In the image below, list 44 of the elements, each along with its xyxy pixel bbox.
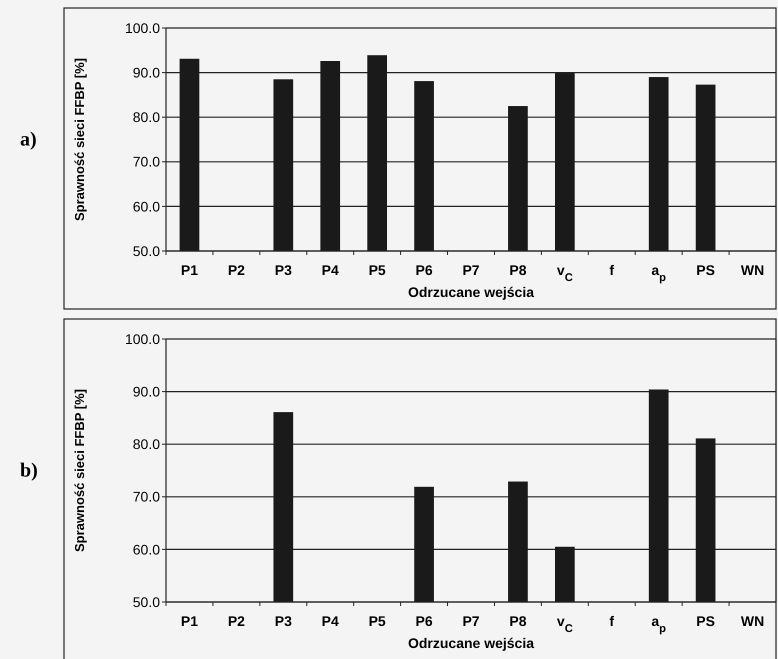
text: b) (20, 460, 38, 482)
x-tick-label: P4 (322, 262, 340, 278)
x-tick-label: WN (740, 262, 764, 278)
x-tick-label: P5 (368, 262, 386, 278)
x-tick-label: P8 (509, 262, 527, 278)
x-tick-label: WN (740, 613, 764, 629)
y-tick-label: 100.0 (124, 330, 160, 347)
y-axis-title: Sprawność sieci FFBP [%] (72, 388, 87, 552)
x-tick-label: PS (696, 613, 715, 629)
x-tick-label: f (609, 262, 614, 278)
x-tick-label: P8 (509, 613, 527, 629)
x-tick-label: P2 (228, 613, 246, 629)
text: a) (20, 128, 37, 150)
x-tick-label: v$_{C}$ (556, 613, 573, 635)
y-tick-label: 50.0 (132, 242, 160, 259)
x-axis-title: Odrzucane wejścia (408, 284, 534, 300)
y-tick-label: 60.0 (132, 541, 160, 558)
x-tick-label: P7 (462, 613, 480, 629)
y-tick-label: 100.0 (124, 20, 160, 36)
y-axis-title: Sprawność sieci FFBP [%] (72, 58, 87, 222)
y-tick-label: 90.0 (132, 64, 160, 80)
y-tick-label: 80.0 (132, 109, 160, 126)
x-tick-label: P4 (322, 613, 340, 629)
x-tick-label: a$_{p}$ (651, 262, 666, 284)
y-tick-label: 90.0 (132, 384, 160, 400)
x-tick-label: P5 (368, 613, 386, 629)
x-tick-label: P3 (274, 262, 292, 278)
y-tick-label: 50.0 (132, 594, 160, 610)
x-tick-label: v$_{C}$ (556, 262, 573, 284)
x-tick-label: P7 (462, 262, 480, 278)
y-tick-label: 70.0 (132, 154, 160, 170)
x-tick-label: P6 (416, 613, 433, 629)
x-tick-label: P6 (416, 262, 433, 278)
x-tick-label: f (609, 613, 614, 629)
x-tick-label: PS (696, 262, 715, 278)
x-tick-label: P1 (180, 613, 198, 629)
y-tick-label: 70.0 (132, 488, 160, 505)
x-tick-label: a$_{p}$ (651, 613, 666, 635)
x-axis-title: Odrzucane wejścia (408, 635, 534, 651)
y-tick-label: 60.0 (132, 198, 160, 214)
x-tick-label: P2 (228, 262, 246, 278)
x-tick-label: P1 (180, 262, 198, 278)
y-tick-label: 80.0 (132, 436, 160, 452)
x-tick-label: P3 (274, 613, 292, 629)
